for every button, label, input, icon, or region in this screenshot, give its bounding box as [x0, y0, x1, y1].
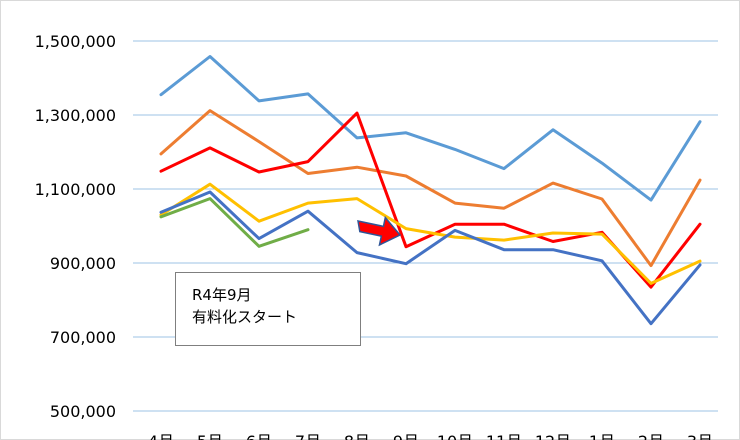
- annotation-callout: R4年9月 有料化スタート: [175, 272, 361, 346]
- annotation-line-1: R4年9月: [192, 286, 252, 304]
- x-tick-label: 7月: [295, 432, 321, 440]
- y-tick-label: 500,000: [50, 402, 116, 421]
- series-line-5: [159, 190, 702, 326]
- x-tick-label: 3月: [687, 432, 713, 440]
- annotation-line-2: 有料化スタート: [192, 308, 298, 326]
- x-tick-label: 9月: [393, 432, 419, 440]
- x-axis-ticks: 4月 5月 6月 7月 8月 9月 10月 11月 12月 1月 2月 3月: [148, 432, 713, 440]
- x-tick-label: 4月: [148, 432, 174, 440]
- annotation-arrow-shape: [357, 215, 402, 247]
- x-tick-label: 10月: [437, 432, 473, 440]
- gridlines: [133, 40, 718, 412]
- annotation-arrow: [357, 215, 402, 247]
- series-line-3: [159, 111, 702, 289]
- x-tick-label: 2月: [638, 432, 664, 440]
- series-line-2: [159, 109, 702, 268]
- series-line-1: [159, 55, 702, 202]
- x-tick-label: 6月: [246, 432, 272, 440]
- x-tick-label: 11月: [486, 432, 522, 440]
- x-tick-label: 5月: [197, 432, 223, 440]
- y-tick-label: 1,500,000: [35, 32, 116, 51]
- y-tick-label: 700,000: [50, 328, 116, 347]
- series-line-6: [159, 197, 310, 248]
- y-axis-ticks: 500,000 700,000 900,000 1,100,000 1,300,000 1…: [35, 32, 116, 421]
- series-line-4: [159, 182, 702, 285]
- series-lines: [159, 55, 702, 326]
- y-tick-label: 1,300,000: [35, 106, 116, 125]
- y-tick-label: 900,000: [50, 254, 116, 273]
- x-tick-label: 8月: [344, 432, 370, 440]
- x-tick-label: 12月: [535, 432, 571, 440]
- y-tick-label: 1,100,000: [35, 180, 116, 199]
- x-tick-label: 1月: [589, 432, 615, 440]
